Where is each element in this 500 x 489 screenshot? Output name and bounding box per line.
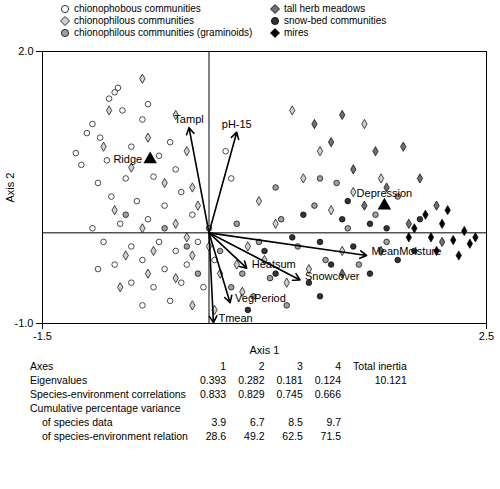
html-text:0.181: 0.181 — [276, 374, 303, 386]
html-text:0.393: 0.393 — [199, 374, 227, 386]
html-text:chionophilous communities (gra: chionophilous communities (graminoids) — [74, 27, 253, 38]
html-text:chionophilous communities: chionophilous communities — [74, 15, 195, 26]
html-text:8.5: 8.5 — [288, 416, 303, 428]
html-text:Eigenvalues: Eigenvalues — [30, 374, 88, 386]
svg-text:pH-15: pH-15 — [222, 118, 252, 130]
svg-text:2.5: 2.5 — [479, 330, 494, 342]
html-text:0.829: 0.829 — [238, 388, 265, 400]
html-text:Axes: Axes — [30, 360, 54, 372]
html-text:chionophobous communities: chionophobous communities — [74, 3, 201, 14]
html-text:3.9: 3.9 — [211, 416, 227, 428]
svg-text:VegPeriod: VegPeriod — [235, 292, 286, 304]
svg-text:Ridge: Ridge — [113, 153, 142, 165]
svg-text:-1.0: -1.0 — [15, 317, 34, 329]
html-text:tall herb meadows: tall herb meadows — [284, 3, 366, 14]
html-text:0.745: 0.745 — [276, 388, 303, 400]
html-text:mires: mires — [284, 27, 309, 38]
svg-text:Axis 1: Axis 1 — [250, 344, 280, 356]
svg-text:Tampl: Tampl — [174, 113, 203, 125]
html-text:4: 4 — [335, 360, 341, 372]
html-text:of species data: of species data — [42, 416, 113, 428]
svg-text:MeanMoisture: MeanMoisture — [372, 245, 442, 257]
svg-text:-1.5: -1.5 — [33, 330, 52, 342]
html-text:Cumulative percentage variance: Cumulative percentage variance — [30, 402, 181, 414]
html-text:Total inertia: Total inertia — [353, 360, 407, 372]
html-text:Species-environment correlatio: Species-environment correlations — [30, 388, 186, 400]
html-text:2: 2 — [258, 360, 265, 372]
html-text:71.5: 71.5 — [320, 430, 341, 442]
html-text:1: 1 — [220, 360, 227, 372]
svg-text:Heatsum: Heatsum — [252, 258, 296, 270]
svg-text:Depression: Depression — [357, 187, 413, 199]
svg-text:Axis 2: Axis 2 — [4, 173, 16, 203]
html-text:snow-bed communities: snow-bed communities — [284, 15, 387, 26]
svg-text:Snowcover: Snowcover — [305, 270, 360, 282]
svg-text:2.0: 2.0 — [18, 45, 33, 57]
html-text:6.7: 6.7 — [249, 416, 265, 428]
html-text:0.282: 0.282 — [238, 374, 265, 386]
html-text:3: 3 — [296, 360, 303, 372]
svg-text:Tmean: Tmean — [218, 312, 252, 324]
html-text:of species-environment relatio: of species-environment relation — [42, 430, 188, 442]
html-text:0.124: 0.124 — [314, 374, 341, 386]
html-text:9.7: 9.7 — [326, 416, 341, 428]
html-text:10.121: 10.121 — [374, 374, 407, 386]
html-text:49.2: 49.2 — [244, 430, 265, 442]
html-text:28.6: 28.6 — [205, 430, 227, 442]
html-text:62.5: 62.5 — [282, 430, 303, 442]
html-text:0.833: 0.833 — [199, 388, 227, 400]
html-text:0.666: 0.666 — [314, 388, 341, 400]
